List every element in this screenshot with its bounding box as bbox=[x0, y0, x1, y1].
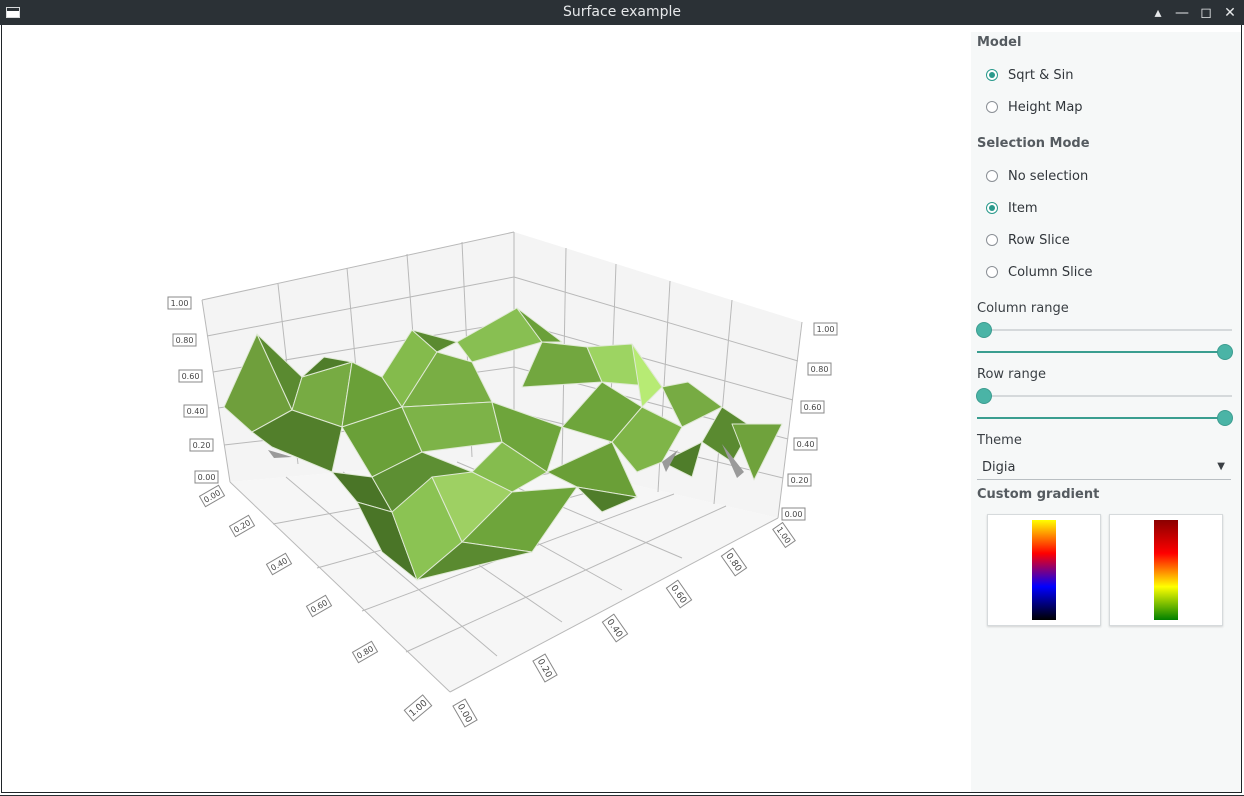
surface-shadow bbox=[662, 450, 678, 472]
surface-graph-canvas[interactable]: 1.00 0.80 0.60 0.40 0.20 0.00 1.00 0.80 … bbox=[2, 32, 970, 792]
radio-label: Height Map bbox=[1008, 99, 1083, 115]
surface-mesh[interactable] bbox=[223, 307, 783, 581]
theme-dropdown[interactable]: Digia ▼ bbox=[977, 457, 1231, 480]
y-tick-label: 0.00 bbox=[785, 510, 803, 519]
radio-label: Sqrt & Sin bbox=[1008, 67, 1074, 83]
row-range-label: Row range bbox=[977, 367, 1046, 382]
selection-radio-column-slice[interactable]: Column Slice bbox=[986, 263, 1093, 281]
column-range-label: Column range bbox=[977, 301, 1069, 316]
radio-indicator[interactable] bbox=[986, 234, 998, 246]
column-range-min-slider[interactable] bbox=[977, 323, 1232, 337]
close-icon[interactable]: ✕ bbox=[1224, 5, 1236, 21]
y-tick-label: 0.80 bbox=[811, 365, 829, 374]
window-title: Surface example bbox=[562, 4, 682, 20]
radio-indicator[interactable] bbox=[986, 202, 998, 214]
y-axis-left: 1.00 0.80 0.60 0.40 0.20 0.00 bbox=[167, 296, 219, 484]
y-tick-label: 0.20 bbox=[193, 441, 211, 450]
radio-indicator[interactable] bbox=[986, 170, 998, 182]
radio-label: Row Slice bbox=[1008, 232, 1070, 248]
y-tick-label: 0.20 bbox=[791, 476, 809, 485]
radio-indicator[interactable] bbox=[986, 101, 998, 113]
model-section-label: Model bbox=[977, 35, 1022, 50]
minimize-icon[interactable]: — bbox=[1175, 5, 1189, 21]
custom-gradient-label: Custom gradient bbox=[977, 487, 1100, 502]
row-range-max-slider[interactable] bbox=[977, 411, 1232, 425]
theme-value: Digia bbox=[982, 460, 1016, 475]
x-axis-labels: 0.00 0.20 0.40 0.60 0.80 1.00 bbox=[198, 484, 433, 722]
title-bar: Surface example ▴ — ◻ ✕ bbox=[0, 0, 1244, 25]
y-tick-label: 0.60 bbox=[804, 403, 822, 412]
selection-radio-none[interactable]: No selection bbox=[986, 167, 1088, 185]
slider-handle[interactable] bbox=[977, 323, 991, 337]
y-tick-label: 1.00 bbox=[171, 299, 189, 308]
y-tick-label: 0.40 bbox=[797, 440, 815, 449]
radio-label: Item bbox=[1008, 200, 1038, 216]
surface-graph[interactable]: 1.00 0.80 0.60 0.40 0.20 0.00 1.00 0.80 … bbox=[2, 32, 970, 792]
surface-shadow bbox=[268, 450, 292, 458]
y-tick-label: 0.60 bbox=[182, 372, 200, 381]
row-range-min-slider[interactable] bbox=[977, 389, 1232, 403]
y-axis-right: 1.00 0.80 0.60 0.40 0.20 0.00 bbox=[781, 322, 838, 521]
gradient-button-1[interactable] bbox=[987, 514, 1101, 626]
selection-mode-label: Selection Mode bbox=[977, 136, 1090, 151]
control-panel: Model Sqrt & Sin Height Map Selection Mo… bbox=[971, 32, 1241, 792]
y-tick-label: 1.00 bbox=[817, 325, 835, 334]
column-range-max-slider[interactable] bbox=[977, 345, 1232, 359]
window-icon[interactable] bbox=[6, 7, 20, 18]
radio-label: No selection bbox=[1008, 168, 1089, 184]
gradient-preview bbox=[1154, 520, 1178, 620]
y-tick-label: 0.00 bbox=[198, 473, 216, 482]
model-radio-height-map[interactable]: Height Map bbox=[986, 98, 1083, 116]
surface-shadow bbox=[722, 444, 744, 478]
gradient-button-2[interactable] bbox=[1109, 514, 1223, 626]
slider-handle[interactable] bbox=[977, 389, 991, 403]
selection-radio-item[interactable]: Item bbox=[986, 199, 1038, 217]
selection-radio-row-slice[interactable]: Row Slice bbox=[986, 231, 1070, 249]
maximize-icon[interactable]: ◻ bbox=[1200, 5, 1212, 21]
keep-above-icon[interactable]: ▴ bbox=[1154, 5, 1162, 21]
radio-indicator[interactable] bbox=[986, 69, 998, 81]
radio-label: Column Slice bbox=[1008, 264, 1093, 280]
chevron-down-icon[interactable]: ▼ bbox=[1217, 461, 1225, 472]
slider-handle[interactable] bbox=[1218, 345, 1232, 359]
model-radio-sqrt-sin[interactable]: Sqrt & Sin bbox=[986, 66, 1073, 84]
theme-label: Theme bbox=[977, 433, 1022, 448]
radio-indicator[interactable] bbox=[986, 266, 998, 278]
y-tick-label: 0.80 bbox=[176, 336, 194, 345]
slider-handle[interactable] bbox=[1218, 411, 1232, 425]
gradient-preview bbox=[1032, 520, 1056, 620]
y-tick-label: 0.40 bbox=[187, 407, 205, 416]
